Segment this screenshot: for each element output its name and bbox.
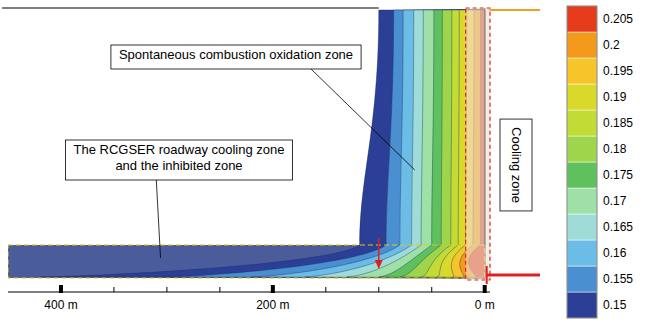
colorbar-label: 0.19 xyxy=(603,90,627,104)
major-tick xyxy=(59,285,63,293)
minor-tick xyxy=(378,287,379,292)
axis-line xyxy=(8,292,490,293)
colorbar: 0.15 0.155 0.16 0.165 0.17 0.175 0.18 0.185 0.19… xyxy=(567,6,633,318)
face-bottom-line xyxy=(487,274,540,277)
colorbar-cell xyxy=(567,162,597,188)
colorbar-label: 0.17 xyxy=(603,194,627,208)
colorbar-frame xyxy=(567,6,597,318)
face-line xyxy=(484,8,485,245)
x-axis: 400 m 200 m 0 m xyxy=(8,285,495,312)
colorbar-label: 0.185 xyxy=(603,116,633,130)
colorbar-label: 0.155 xyxy=(603,272,633,286)
annotation-text: The RCGSER roadway cooling zone xyxy=(74,142,285,157)
colorbar-cell xyxy=(567,188,597,214)
colorbar-label: 0.165 xyxy=(603,220,633,234)
face-top-line xyxy=(489,9,540,11)
colorbar-cell xyxy=(567,58,597,84)
minor-tick xyxy=(113,287,114,292)
colorbar-cell xyxy=(567,292,597,318)
colorbar-cell xyxy=(567,32,597,58)
minor-tick xyxy=(219,287,220,292)
colorbar-label: 0.15 xyxy=(603,298,627,312)
colorbar-cell xyxy=(567,214,597,240)
cooling-label: Cooling zone xyxy=(500,119,532,211)
contour-band xyxy=(347,10,485,278)
colorbar-cell xyxy=(567,136,597,162)
annotation-text: Spontaneous combustion oxidation zone xyxy=(119,47,353,62)
major-tick xyxy=(271,285,275,293)
annotation: The RCGSER roadway cooling zoneand the i… xyxy=(66,140,293,180)
plot-area xyxy=(8,10,485,278)
chart: Cooling zone Spontaneous combustion oxida… xyxy=(0,0,645,323)
label-box xyxy=(500,119,532,211)
colorbar-label: 0.2 xyxy=(603,38,620,52)
arrow-head xyxy=(375,260,383,269)
face-mark xyxy=(486,266,488,284)
colorbar-cell xyxy=(567,110,597,136)
colorbar-cell xyxy=(567,266,597,292)
tick-label: 0 m xyxy=(475,298,495,312)
annotation-text: and the inhibited zone xyxy=(115,158,242,173)
annotation: Spontaneous combustion oxidation zone xyxy=(111,45,361,69)
colorbar-label: 0.175 xyxy=(603,168,633,182)
tick-label: 200 m xyxy=(256,298,289,312)
annotation-box xyxy=(66,140,293,180)
leader-line xyxy=(156,180,160,258)
colorbar-label: 0.18 xyxy=(603,142,627,156)
label-text: Cooling zone xyxy=(509,127,524,203)
colorbar-label: 0.195 xyxy=(603,64,633,78)
tick-label: 400 m xyxy=(44,298,77,312)
colorbar-cell xyxy=(567,240,597,266)
colorbar-label: 0.205 xyxy=(603,12,633,26)
colorbar-cell xyxy=(567,6,597,32)
colorbar-label: 0.16 xyxy=(603,246,627,260)
minor-tick xyxy=(431,287,432,292)
major-tick xyxy=(483,285,487,293)
minor-tick xyxy=(325,287,326,292)
colorbar-cell xyxy=(567,84,597,110)
cooling-zone xyxy=(466,8,490,280)
goaf-top-line xyxy=(2,7,379,8)
annotation-box xyxy=(111,45,361,69)
minor-tick xyxy=(166,287,167,292)
leader-line xyxy=(311,69,415,170)
contour-band xyxy=(40,10,485,278)
arrow-shaft xyxy=(378,238,380,262)
roadway-border xyxy=(8,245,485,278)
